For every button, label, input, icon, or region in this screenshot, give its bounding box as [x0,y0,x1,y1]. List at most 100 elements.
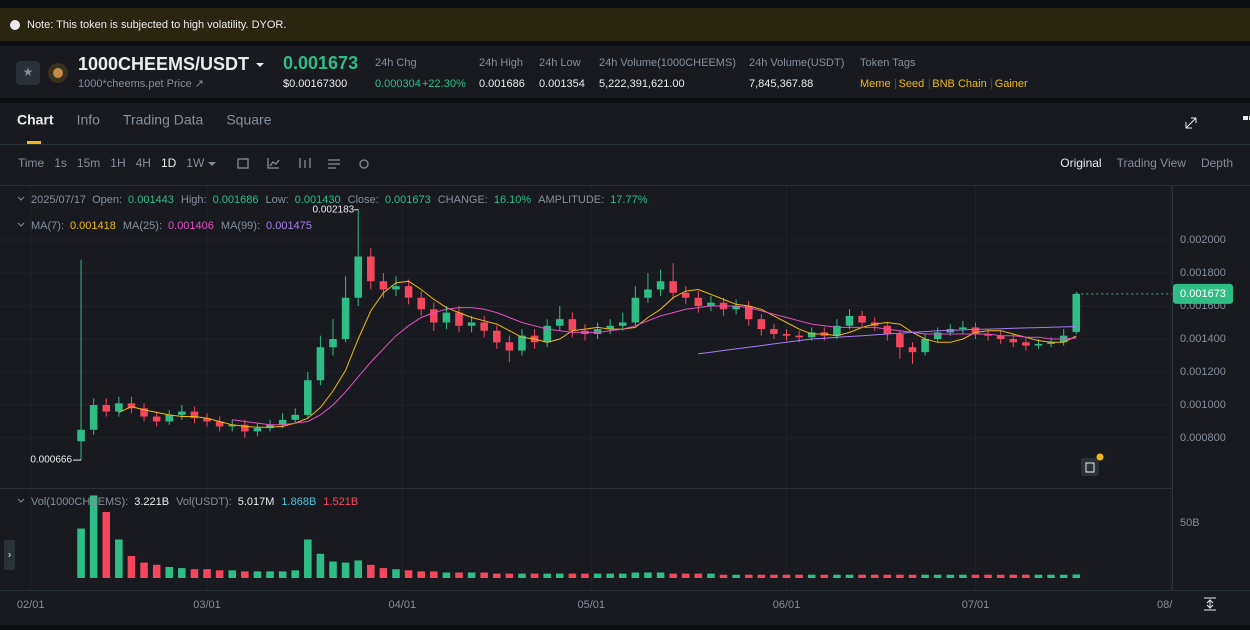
volume-bar [555,573,564,578]
interval[interactable]: 1W [186,156,205,170]
token-tag[interactable]: Gainer [995,78,1028,90]
candle-body [102,404,111,412]
candle-body [555,319,564,326]
y-tick-label: 0.001200 [1180,366,1226,378]
tab[interactable]: Info [77,112,101,128]
legend-label: MA(99): [221,220,260,232]
candle-body [241,424,249,432]
legend-value: 17.77% [610,194,648,206]
interval[interactable]: 1H [110,156,125,170]
volume-bar [996,574,1005,578]
interval[interactable]: 1D [161,156,177,170]
candle-body [795,335,803,338]
pair-dropdown[interactable] [256,63,264,67]
volume-bar [770,574,778,578]
candle-body [1009,338,1018,343]
favorite-button[interactable] [16,61,40,85]
volume-bar [782,574,791,578]
candle-body [694,297,703,306]
interval-dropdown[interactable] [208,162,216,166]
x-tick-label: 04/01 [389,599,417,611]
volume-bar [102,512,111,578]
legend-label: High: [181,194,207,206]
candle-body [757,319,766,330]
candle-body [392,286,400,290]
candle-body [115,403,123,412]
candle-body [77,429,85,442]
volume-bar [1034,574,1043,578]
volume-bar [178,568,186,578]
pair-name[interactable]: 1000CHEEMS/USDT [78,54,249,74]
candle-body [858,315,866,323]
candle-body [933,332,942,339]
volume-bar [165,567,174,578]
min-label: 0.000666 [30,455,72,466]
legend-caret [17,498,25,503]
fullscreen-icon[interactable] [1185,117,1197,129]
token-tag[interactable]: BNB Chain [932,78,986,90]
legend-label: Vol(USDT): [176,496,232,508]
ma-line [698,326,1077,355]
interval[interactable]: 1s [54,156,67,170]
candle-body [304,380,312,415]
candle-body [1022,342,1030,346]
notes-button[interactable] [1081,458,1099,476]
candle-body [367,256,375,282]
side-toggle[interactable] [4,540,15,570]
ma-line [118,280,1077,428]
layout-icon[interactable] [1243,116,1247,120]
header-panel [0,46,1250,98]
interval[interactable]: Time [18,156,45,170]
view-option[interactable]: Original [1060,156,1101,170]
stat-value: 0.001354 [539,78,585,90]
legend-caret [17,196,25,201]
legend-value: 1.868B [281,496,316,508]
star-icon: ★ [23,65,34,79]
volume-bar [681,573,690,578]
interval[interactable]: 4H [136,156,151,170]
volume-bar [933,574,942,578]
pair-subtitle[interactable]: 1000*cheems.pet Price ↗ [78,78,204,90]
legend-value: 0.001475 [266,220,312,232]
tab[interactable]: Square [226,112,271,128]
token-tag[interactable]: Meme [860,78,891,90]
toolbar-icons[interactable] [237,158,369,169]
volume-bar [543,573,551,578]
volume-bar [316,553,325,578]
legend-label: Vol(1000CHEEMS): [31,496,128,508]
tab[interactable]: Chart [17,112,54,128]
legend-caret [17,222,25,227]
volume-bar [896,574,904,578]
volume-bar [568,573,577,578]
view-option[interactable]: Trading View [1117,156,1187,170]
legend-value: 0.001418 [70,220,116,232]
candle-body [253,428,262,432]
volume-bar [304,539,312,578]
candle-body [203,418,211,422]
candle-body [631,297,640,323]
y-tick-label: 0.002000 [1180,234,1226,246]
volume-bar [241,571,249,578]
candle-body [354,256,362,298]
candle-body [782,334,791,336]
scale-icon[interactable] [1204,597,1216,611]
volume-bar [870,574,879,578]
volume-bar [1047,574,1055,578]
candle-body [178,411,186,415]
volume-bar [1022,574,1030,578]
token-tag[interactable]: Seed [899,78,925,90]
view-option[interactable]: Depth [1201,156,1233,170]
legend-label: MA(25): [123,220,162,232]
y-tick-label: 0.001800 [1180,267,1226,279]
candle-body [316,347,325,381]
interval[interactable]: 15m [77,156,100,170]
volume-bar [820,574,829,578]
tab[interactable]: Trading Data [123,112,204,128]
legend-label: AMPLITUDE: [538,194,604,206]
candle-body [228,424,237,427]
volume-bar [266,571,274,578]
candle-body [959,327,967,330]
candle-body [543,325,551,343]
volume-bar [883,574,892,578]
